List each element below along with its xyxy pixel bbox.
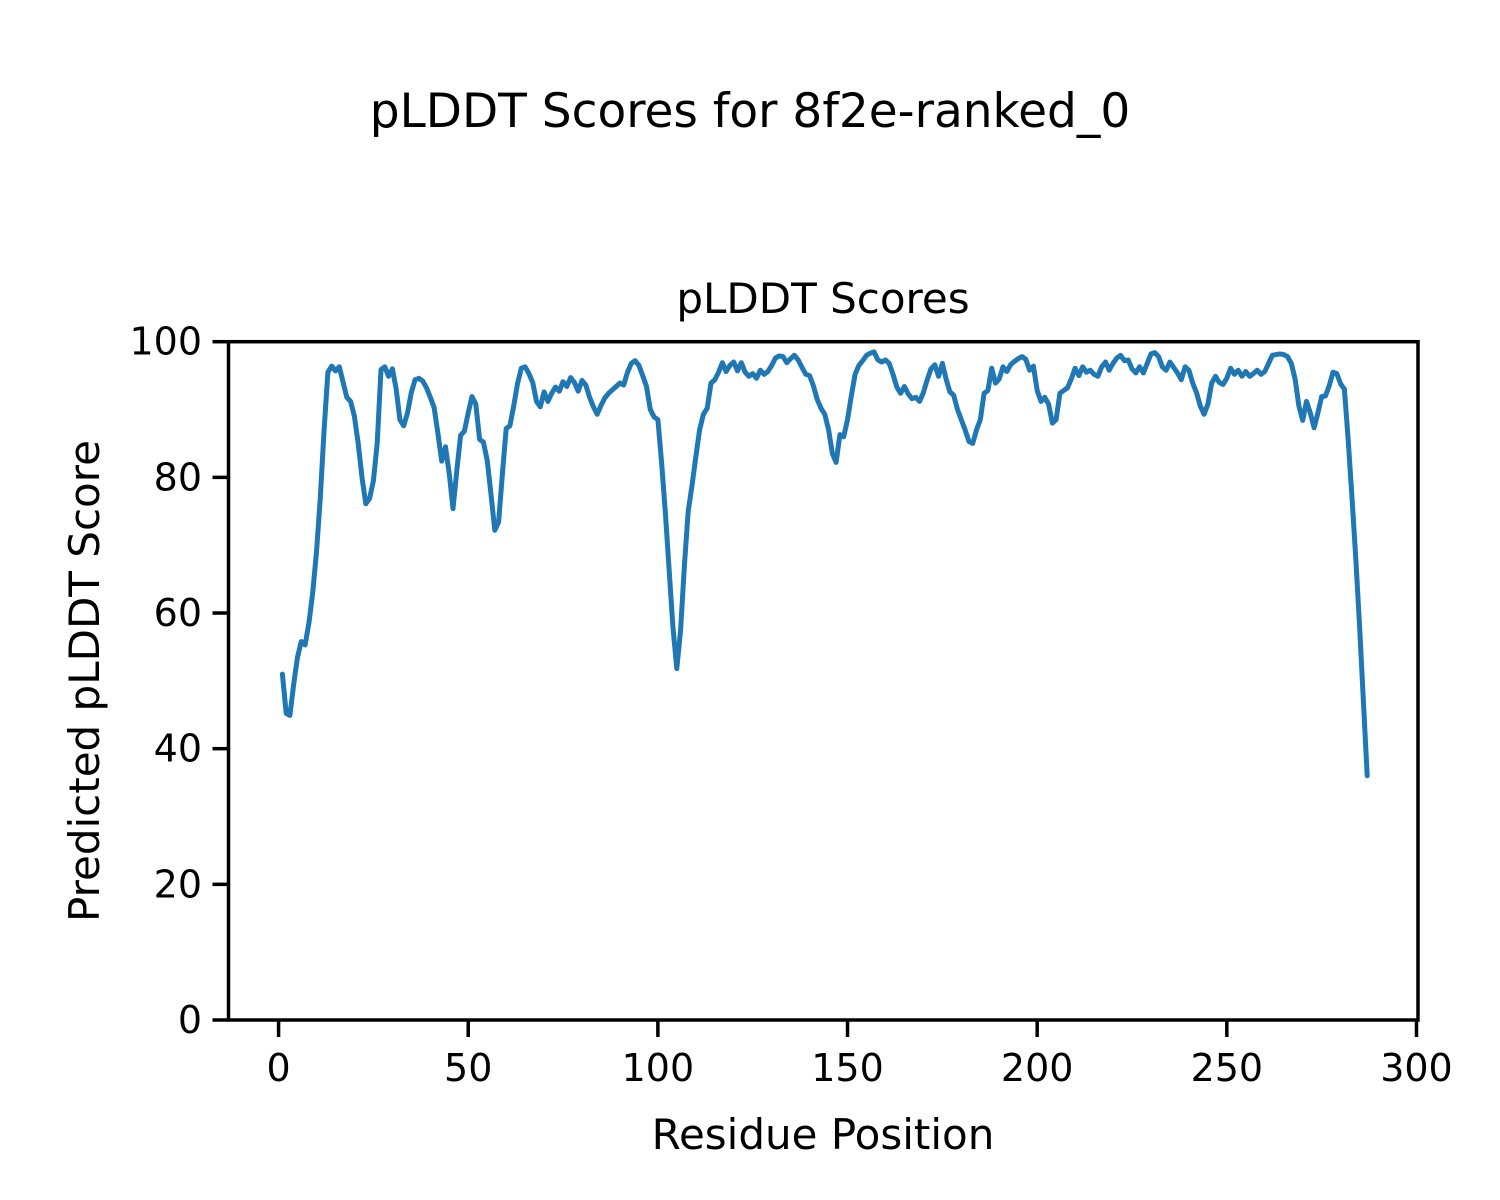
axes-spines — [226, 339, 1420, 1022]
x-tick-label: 200 — [1001, 1046, 1074, 1090]
x-tick-label: 100 — [622, 1046, 695, 1090]
x-tick-label: 300 — [1380, 1046, 1453, 1090]
axes-title: pLDDT Scores — [676, 274, 970, 323]
x-axis-label: Residue Position — [651, 1110, 995, 1159]
figure-title: pLDDT Scores for 8f2e-ranked_0 — [369, 84, 1131, 139]
y-tick-label: 20 — [154, 862, 202, 906]
y-tick-label: 0 — [178, 998, 202, 1042]
plddt-line — [279, 349, 1370, 779]
y-tick-label: 100 — [129, 320, 202, 364]
y-tick-label: 40 — [154, 727, 202, 771]
y-tick-label: 60 — [154, 591, 202, 635]
x-tick-label: 0 — [266, 1046, 290, 1090]
x-tick-label: 150 — [811, 1046, 884, 1090]
x-tick-label: 50 — [444, 1046, 492, 1090]
x-tick-label: 250 — [1191, 1046, 1264, 1090]
y-tick-label: 80 — [154, 455, 202, 499]
